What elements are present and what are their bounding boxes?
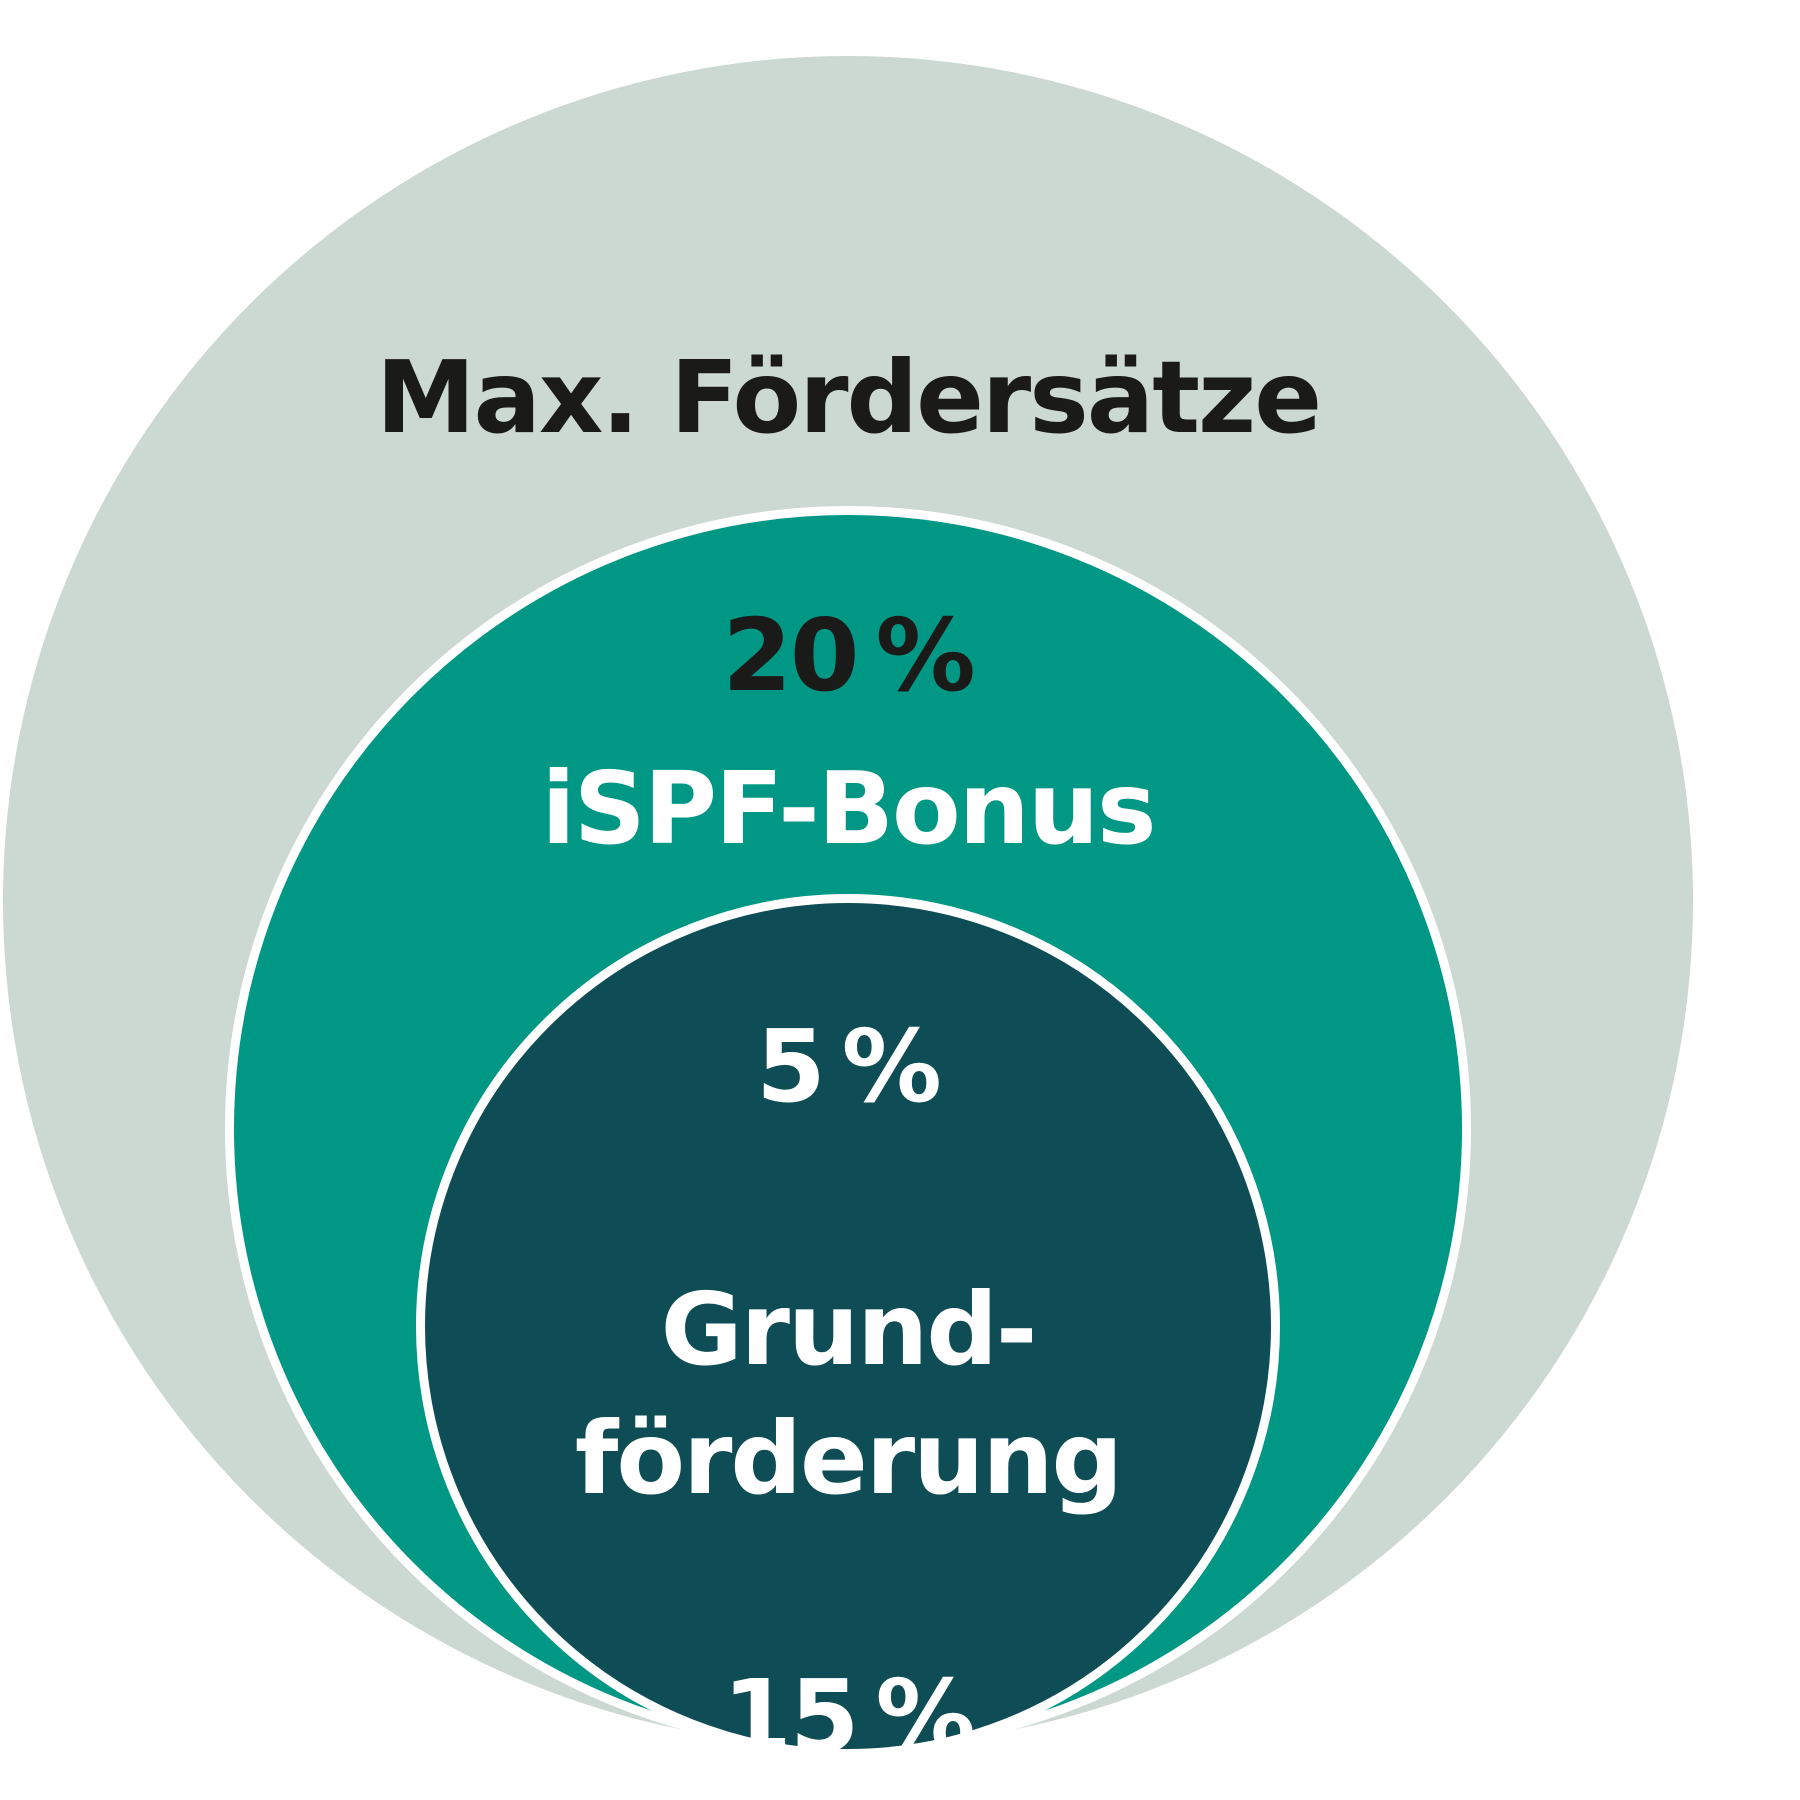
middle-circle-title: iSPF-Bonus <box>541 750 1156 867</box>
inner-circle-grundfoerderung <box>416 894 1280 1758</box>
outer-circle-label: Max. Fördersätze 20 % <box>148 204 1548 849</box>
outer-circle-value: 20 % <box>722 597 975 714</box>
middle-circle-label: iSPF-Bonus 5 % <box>148 615 1548 1260</box>
outer-circle-title: Max. Fördersätze <box>375 339 1322 456</box>
inner-circle-title: Grund- förderung <box>574 1271 1123 1517</box>
middle-circle-value: 5 % <box>756 1008 942 1125</box>
inner-circle-value: 15 % <box>722 1658 975 1775</box>
inner-circle-label: Grund- förderung 15 % <box>148 1136 1548 1800</box>
